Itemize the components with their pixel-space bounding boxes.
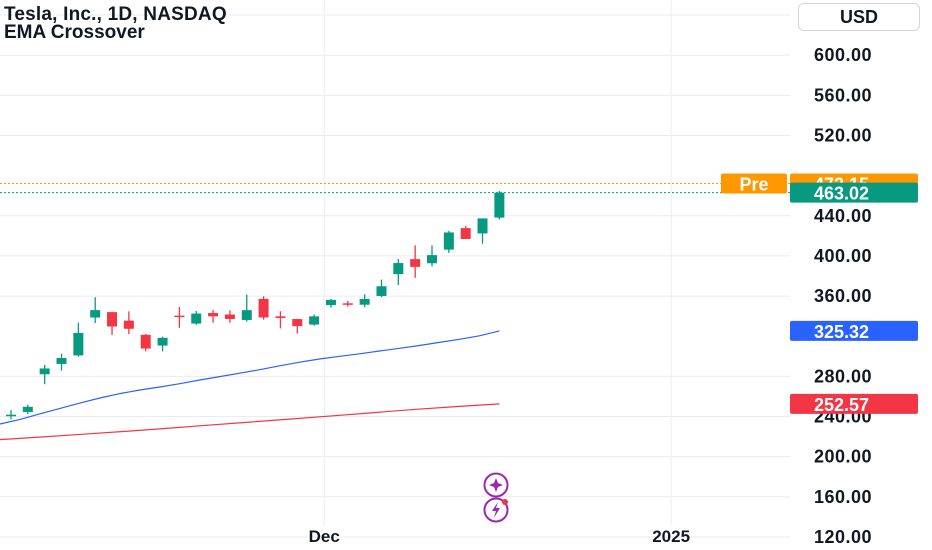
candle-body[interactable] [140,334,151,349]
candle-body[interactable] [292,319,303,327]
candle-body[interactable] [342,303,353,305]
candle-body[interactable] [107,312,118,327]
y-tick-label: 600.00 [814,45,872,65]
candle-body[interactable] [325,299,336,306]
ema-slow-line [0,403,500,441]
y-tick-label: 280.00 [814,366,872,386]
candle-body[interactable] [208,313,219,317]
currency-button[interactable]: USD [798,3,920,31]
candle-body[interactable] [427,255,437,264]
candle-body[interactable] [410,259,421,267]
y-tick-label: 160.00 [814,487,872,507]
candle-body[interactable] [6,414,16,417]
candle-body[interactable] [477,218,488,234]
candle-body[interactable] [309,316,320,325]
candle-body[interactable] [22,406,33,412]
y-tick-label: 120.00 [814,527,872,547]
price-badge-value: 252.57 [814,395,869,415]
price-badge [790,393,918,414]
candle-body[interactable] [157,337,168,346]
candle-body[interactable] [73,333,84,356]
y-tick-label: 440.00 [814,206,872,226]
price-badge [790,182,918,203]
candle-body[interactable] [56,358,67,364]
sparkle-icon-glyph [488,478,503,492]
candle-body[interactable] [359,298,370,305]
candle-body[interactable] [241,310,252,320]
indicator-title[interactable]: EMA Crossover [4,22,145,43]
price-badge-value: 463.02 [814,184,869,204]
lightning-icon-glyph [491,502,500,518]
candle-body[interactable] [393,263,404,275]
candle-body[interactable] [258,298,269,318]
y-tick-label: 200.00 [814,447,872,467]
price-badge [790,320,918,341]
candle-body[interactable] [191,313,202,324]
candle-body[interactable] [443,232,454,250]
lightning-icon[interactable] [483,497,509,523]
symbol-title[interactable]: Tesla, Inc., 1D, NASDAQ [4,4,227,25]
candle-body[interactable] [460,228,471,239]
sparkle-icon[interactable] [483,472,509,498]
candle-body[interactable] [39,368,50,375]
x-tick-label: Dec [309,527,340,546]
price-badge-value: 325.32 [814,322,869,342]
y-tick-label: 360.00 [814,286,872,306]
candle-body[interactable] [90,310,101,318]
y-tick-label: 520.00 [814,125,872,145]
x-tick-label: 2025 [652,527,690,546]
y-tick-label: 560.00 [814,85,872,105]
ema-fast-line [0,330,500,425]
pre-market-label: Pre [739,175,768,195]
candle-body[interactable] [123,320,134,329]
candle-body[interactable] [224,314,235,319]
candle-body[interactable] [376,286,387,296]
candle-body[interactable] [174,315,185,318]
y-tick-label: 400.00 [814,246,872,266]
candle-body[interactable] [494,192,505,218]
pre-market-label-badge [721,173,787,194]
notification-dot [501,499,508,505]
candle-body[interactable] [275,316,286,318]
